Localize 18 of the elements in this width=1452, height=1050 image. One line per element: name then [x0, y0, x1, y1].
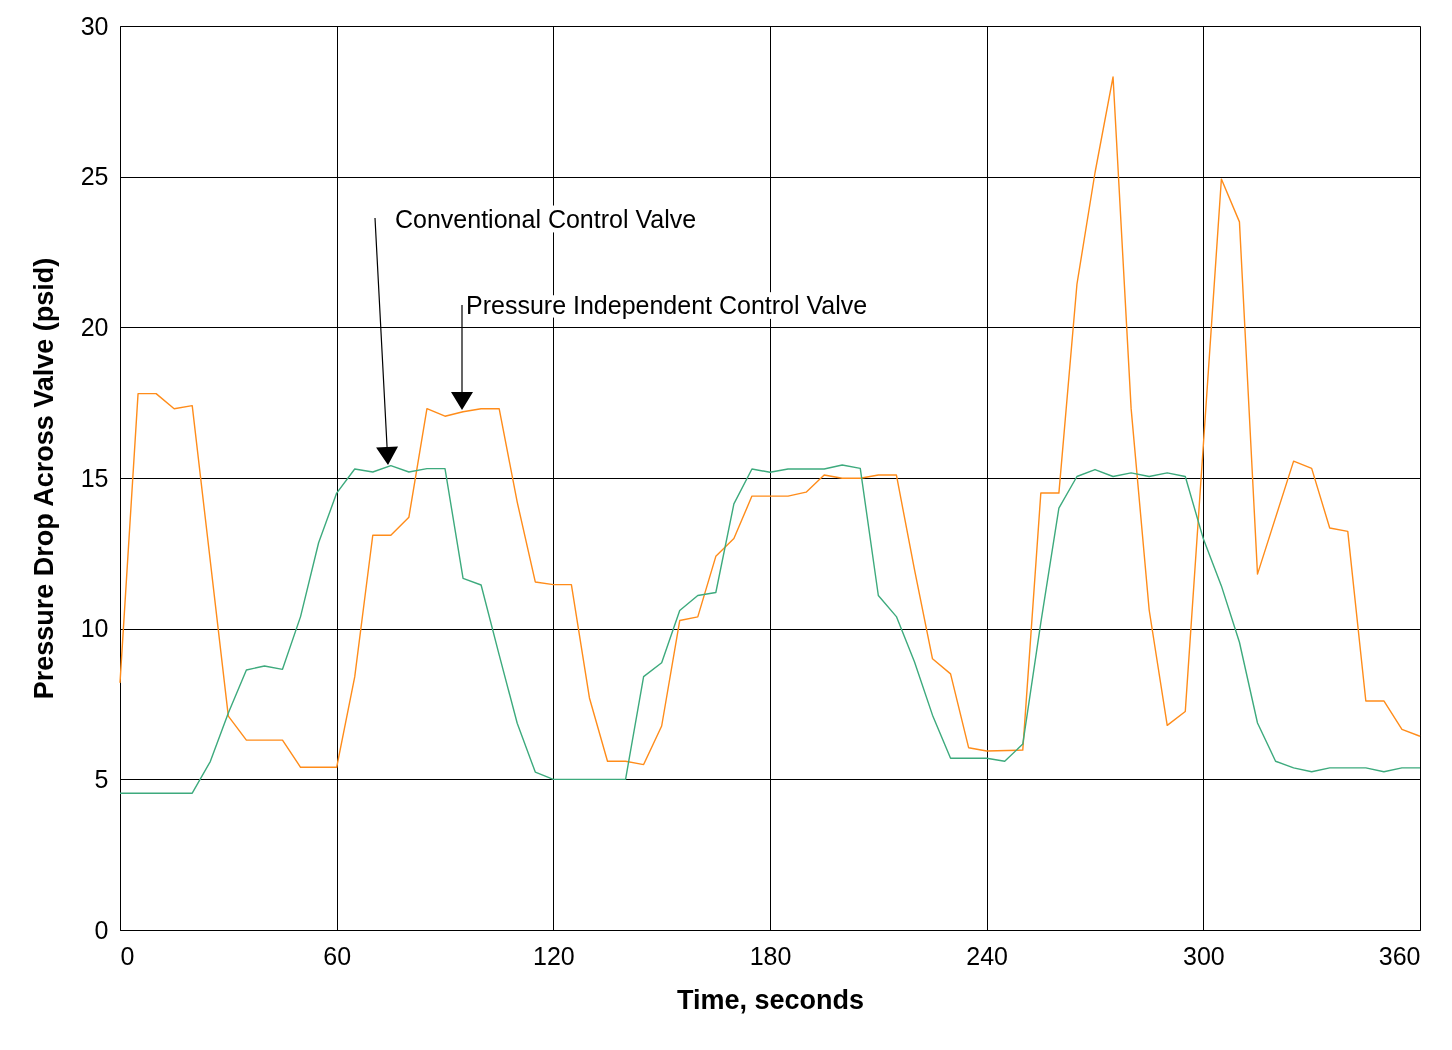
x-tick-label: 180 — [749, 941, 792, 970]
x-tick-label: 360 — [1378, 941, 1421, 970]
x-tick-label: 300 — [1182, 941, 1225, 970]
y-axis-title: Pressure Drop Across Valve (psid) — [28, 257, 59, 700]
y-tick-label: 5 — [94, 764, 109, 793]
x-axis-title: Time, seconds — [676, 984, 865, 1015]
y-tick-label: 25 — [80, 162, 109, 191]
y-tick-label: 15 — [80, 463, 109, 492]
y-tick-label: 10 — [80, 614, 109, 643]
y-tick-label: 20 — [80, 312, 109, 341]
x-tick-label: 60 — [323, 941, 352, 970]
y-tick-label: 0 — [94, 915, 109, 944]
x-tick-label: 120 — [532, 941, 575, 970]
x-tick-label: 0 — [120, 941, 135, 970]
y-tick-label: 30 — [80, 11, 109, 40]
line-series — [119, 76, 1421, 768]
line-series — [119, 464, 1421, 794]
x-tick-label: 240 — [966, 941, 1009, 970]
